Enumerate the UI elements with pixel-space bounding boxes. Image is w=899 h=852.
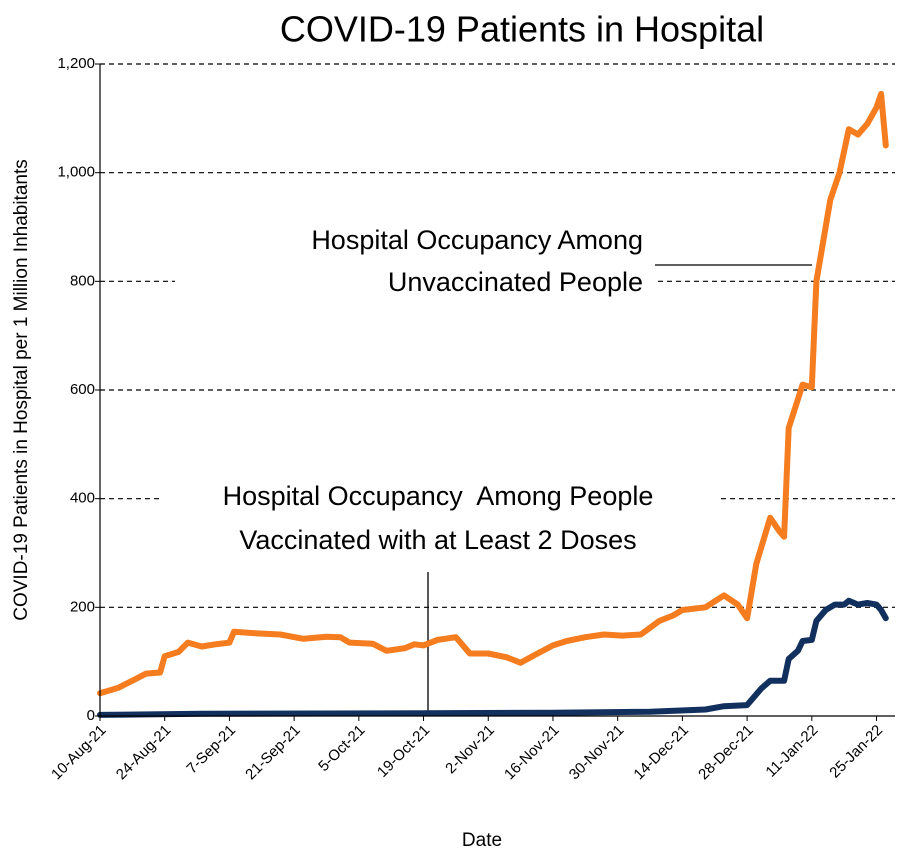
x-tick-label: 16-Nov-21 — [501, 722, 563, 784]
annotation-box — [175, 220, 655, 302]
x-tick-label: 7-Sep-21 — [183, 722, 239, 778]
annotation-text: Vaccinated with at Least 2 Doses — [239, 525, 636, 555]
annotations: Hospital Occupancy Among Unvaccinated Pe… — [160, 220, 812, 716]
annotation-text: Hospital Occupancy Among — [311, 225, 643, 255]
x-tick-label: 11-Jan-22 — [762, 722, 821, 781]
chart-title: COVID-19 Patients in Hospital — [280, 9, 764, 50]
y-tick-label: 800 — [70, 272, 95, 289]
x-tick-label: 30-Nov-21 — [566, 722, 628, 784]
series-line — [97, 90, 889, 697]
y-tick-label: 600 — [70, 381, 95, 398]
annotation-text: Hospital Occupancy Among People — [223, 481, 654, 511]
axes: 0 200 400 600 800 1,000 1,200 10-Aug-21 24-Aug-2… — [48, 55, 895, 783]
x-tick-label: 28-Dec-21 — [695, 722, 757, 784]
y-tick-label: 400 — [70, 490, 95, 507]
y-tick-label: 200 — [70, 598, 95, 615]
plot — [97, 90, 889, 718]
x-tick-label: 14-Dec-21 — [630, 722, 692, 784]
x-tick-label: 19-Oct-21 — [374, 722, 433, 781]
x-tick-label: 25-Jan-22 — [826, 722, 886, 782]
y-axis-label: COVID-19 Patients in Hospital per 1 Mill… — [11, 159, 32, 621]
annotation-box — [160, 478, 720, 562]
x-tick-label: 24-Aug-21 — [113, 722, 175, 784]
x-tick-label: 5-Oct-21 — [315, 722, 368, 775]
y-tick-label: 1,200 — [57, 55, 95, 72]
y-tick-label: 1,000 — [57, 164, 95, 181]
x-tick-label: 21-Sep-21 — [242, 722, 304, 784]
series-line — [97, 597, 889, 718]
x-tick-label: 2-Nov-21 — [442, 722, 498, 778]
x-axis-label: Date — [462, 830, 502, 851]
annotation-text: Unvaccinated People — [388, 267, 643, 297]
y-tick-label: 0 — [87, 707, 95, 724]
x-tick-label: 10-Aug-21 — [48, 722, 110, 784]
